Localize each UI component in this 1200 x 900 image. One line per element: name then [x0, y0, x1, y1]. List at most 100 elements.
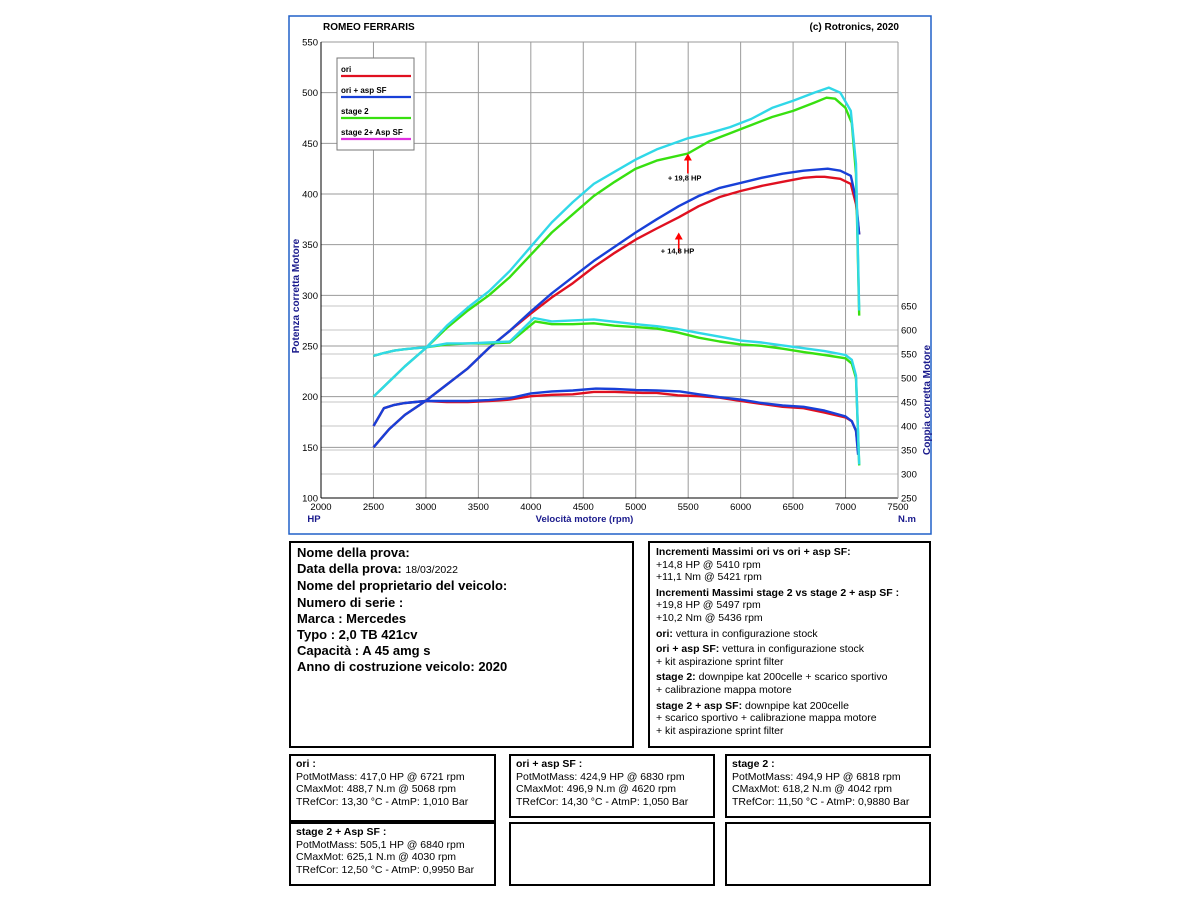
info-type-value: 2,0 TB 421cv: [338, 627, 418, 643]
config-ori-text: vettura in configurazione stock: [672, 627, 818, 640]
notes-box: Incrementi Massimi ori vs ori + asp SF: …: [648, 541, 931, 748]
info-brand: Marca : Mercedes: [297, 611, 626, 627]
info-year: Anno di costruzione veicolo: 2020: [297, 659, 626, 675]
config-ori-asp-text1: vettura in configurazione stock: [719, 643, 865, 656]
increments-ori: Incrementi Massimi ori vs ori + asp SF: …: [656, 546, 923, 584]
increments-ori-title: Incrementi Massimi ori vs ori + asp SF:: [656, 546, 851, 558]
y-tick-label-right: 400: [901, 422, 917, 433]
series-stage-2-asp-sf-power: [372, 86, 861, 398]
result-box-stage2-asp: stage 2 + Asp SF : PotMotMass: 505,1 HP …: [289, 822, 496, 886]
x-tick-label: 6000: [730, 502, 751, 513]
x-tick-label: 4000: [520, 502, 541, 513]
y-tick-label-left: 300: [302, 291, 318, 302]
annotations: + 19,8 HP + 14,8 HP: [661, 153, 702, 256]
right-unit-label: N.m: [898, 514, 916, 525]
increments-stage2-nm: +10,2 Nm @ 5436 rpm: [656, 611, 763, 624]
result-stage2-title: stage 2 :: [732, 758, 775, 770]
x-tick-label: 2500: [363, 502, 384, 513]
y-tick-label-left: 450: [302, 139, 318, 150]
result-ori-conditions: TRefCor: 13,30 °C - AtmP: 1,010 Bar: [296, 795, 469, 808]
dyno-chart: ROMEO FERRARIS (c) Rotronics, 2020 2000 2…: [288, 15, 933, 535]
config-stage2-line: stage 2: downpipe kat 200celle + scarico…: [656, 671, 923, 684]
y-tick-label-left: 350: [302, 240, 318, 251]
y-tick-label-left: 550: [302, 38, 318, 49]
annotation-arrowhead: [674, 232, 683, 240]
info-serial-label: Numero di serie :: [297, 594, 404, 610]
config-ori-asp-line: ori + asp SF: vettura in configurazione …: [656, 643, 923, 656]
config-stage2-asp: stage 2 + asp SF: downpipe kat 200celle …: [656, 700, 923, 738]
config-ori-asp: ori + asp SF: vettura in configurazione …: [656, 643, 923, 668]
info-capacity-label: Capacità :: [297, 643, 360, 659]
series-ori-asp-sf-power: [372, 167, 861, 449]
legend: ori ori + asp SF stage 2 stage 2+ Asp SF: [336, 57, 415, 151]
result-box-ori-asp: ori + asp SF : PotMotMass: 424,9 HP @ 68…: [509, 754, 715, 818]
series-lines: [372, 86, 861, 466]
result-stage2-power: PotMotMass: 494,9 HP @ 6818 rpm: [732, 770, 901, 783]
increments-ori-nm: +11,1 Nm @ 5421 rpm: [656, 571, 762, 584]
y-tick-label-left: 400: [302, 190, 318, 201]
x-tick-label: 2000: [310, 502, 331, 513]
result-ori-asp-title: ori + asp SF :: [516, 758, 583, 770]
axes: 2000 2500 3000 3500 4000 4500 5000 5500 6000 6500…: [291, 38, 933, 526]
legend-label: ori: [341, 65, 351, 74]
y-tick-label-right: 650: [901, 302, 917, 313]
config-stage2-text1: downpipe kat 200celle + scarico sportivo: [695, 671, 888, 684]
annotation-label: + 14,8 HP: [661, 247, 695, 256]
increments-stage2: Incrementi Massimi stage 2 vs stage 2 + …: [656, 587, 923, 625]
legend-box: [336, 57, 415, 151]
y-tick-label-right: 350: [901, 446, 917, 457]
info-owner-label: Nome del proprietario del veicolo:: [297, 578, 508, 594]
x-tick-label: 3000: [415, 502, 436, 513]
config-ori-line: ori: vettura in configurazione stock: [656, 628, 923, 641]
config-stage2-asp-label: stage 2 + asp SF:: [656, 699, 743, 712]
x-tick-label: 7500: [887, 502, 908, 513]
header-left: ROMEO FERRARIS: [323, 22, 415, 33]
info-brand-value: Mercedes: [346, 610, 407, 626]
config-stage2-asp-text3: + kit aspirazione sprint filter: [656, 724, 784, 737]
result-stage2-conditions: TRefCor: 11,50 °C - AtmP: 0,9880 Bar: [732, 795, 910, 808]
x-tick-label: 6500: [783, 502, 804, 513]
y-tick-label-right: 300: [901, 470, 917, 481]
legend-label: stage 2: [341, 107, 369, 116]
result-stage2-asp-power: PotMotMass: 505,1 HP @ 6840 rpm: [296, 838, 465, 851]
config-ori-label: ori:: [656, 627, 673, 640]
y-tick-label-right: 600: [901, 326, 917, 337]
y-axis-title-right: Coppia corretta Motore: [922, 345, 933, 455]
result-box-stage2: stage 2 : PotMotMass: 494,9 HP @ 6818 rp…: [725, 754, 931, 818]
annotation-label: + 19,8 HP: [668, 173, 702, 182]
x-axis-title: Velocità motore (rpm): [536, 514, 634, 525]
info-date: Data della prova: 18/03/2022: [297, 561, 626, 578]
legend-label: stage 2+ Asp SF: [341, 128, 403, 137]
info-year-label: Anno di costruzione veicolo:: [297, 659, 475, 675]
info-type: Typo : 2,0 TB 421cv: [297, 627, 626, 643]
y-tick-label-right: 450: [901, 398, 917, 409]
x-tick-label: 7000: [835, 502, 856, 513]
config-ori-asp-text2: + kit aspirazione sprint filter: [656, 655, 784, 668]
result-stage2-asp-title: stage 2 + Asp SF :: [296, 826, 387, 838]
result-box-empty: [509, 822, 715, 886]
y-tick-label-left: 150: [302, 443, 318, 454]
y-axis-title-left: Potenza corretta Motore: [291, 238, 302, 353]
test-info-box: Nome della prova: Data della prova: 18/0…: [289, 541, 634, 748]
x-tick-label: 3500: [468, 502, 489, 513]
info-owner: Nome del proprietario del veicolo:: [297, 578, 626, 594]
info-year-value: 2020: [478, 659, 508, 675]
left-unit-label: HP: [307, 514, 321, 525]
result-ori-asp-conditions: TRefCor: 14,30 °C - AtmP: 1,050 Bar: [516, 795, 689, 808]
increments-stage2-hp: +19,8 HP @ 5497 rpm: [656, 599, 761, 612]
config-stage2-text2: + calibrazione mappa motore: [656, 683, 792, 696]
series-stage-2-power: [372, 96, 861, 398]
result-stage2-asp-torque: CMaxMot: 625,1 N.m @ 4030 rpm: [296, 851, 457, 864]
increments-ori-hp: +14,8 HP @ 5410 rpm: [656, 558, 761, 571]
info-name-label: Nome della prova:: [297, 545, 410, 560]
legend-label: ori + asp SF: [341, 86, 387, 95]
y-tick-label-right: 250: [901, 494, 917, 505]
info-date-value: 18/03/2022: [405, 564, 458, 577]
header-right: (c) Rotronics, 2020: [810, 22, 900, 33]
x-tick-label: 5500: [678, 502, 699, 513]
config-stage2-asp-text2: + scarico sportivo + calibrazione mappa …: [656, 712, 877, 725]
result-ori-asp-torque: CMaxMot: 496,9 N.m @ 4620 rpm: [516, 783, 677, 796]
result-ori-power: PotMotMass: 417,0 HP @ 6721 rpm: [296, 770, 465, 783]
x-tick-label: 5000: [625, 502, 646, 513]
annotation-arrowhead: [683, 153, 692, 161]
